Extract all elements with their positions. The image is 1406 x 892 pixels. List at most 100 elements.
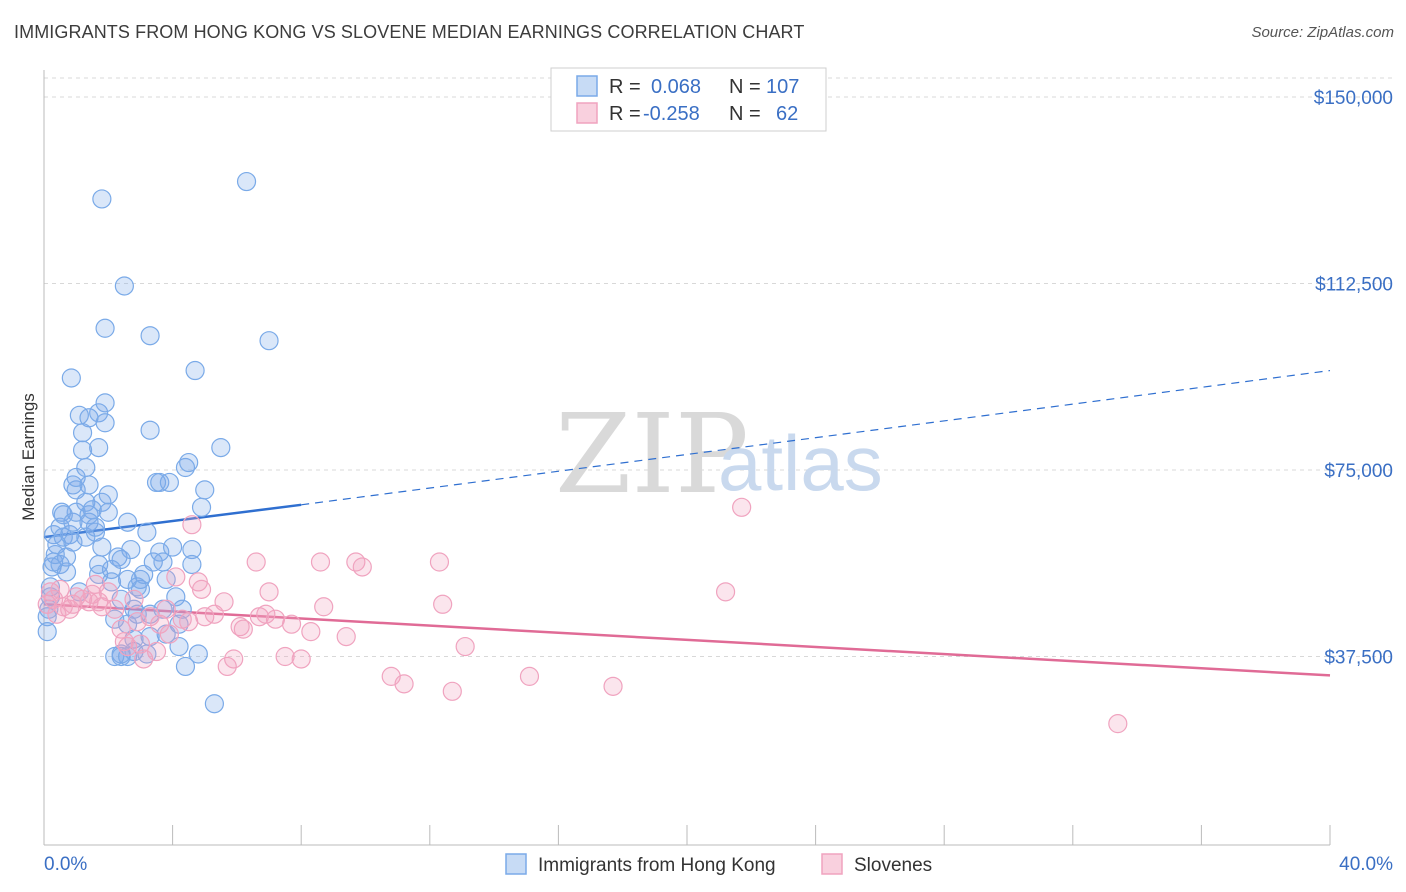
point-slovenes bbox=[146, 641, 167, 662]
point-hong-kong bbox=[195, 480, 215, 500]
point-slovenes bbox=[50, 579, 70, 599]
point-slovenes bbox=[224, 649, 244, 669]
point-hong-kong bbox=[211, 438, 231, 458]
point-hong-kong bbox=[163, 537, 183, 557]
point-hong-kong bbox=[159, 472, 179, 493]
point-slovenes bbox=[159, 624, 179, 644]
point-slovenes bbox=[47, 604, 67, 624]
point-hong-kong bbox=[95, 318, 115, 338]
point-hong-kong bbox=[188, 644, 208, 664]
watermark-zip: ZIP bbox=[555, 390, 749, 518]
series-legend-swatch-slovenes bbox=[821, 853, 843, 875]
point-hong-kong bbox=[63, 532, 83, 552]
point-slovenes bbox=[715, 582, 736, 602]
y-tick-label: $150,000 bbox=[1314, 88, 1393, 109]
source-credit: Source: ZipAtlas.com bbox=[1251, 24, 1394, 41]
legend-swatch-blue bbox=[576, 75, 598, 97]
chart-title: IMMIGRANTS FROM HONG KONG VS SLOVENE MED… bbox=[14, 22, 805, 42]
point-slovenes bbox=[179, 612, 199, 632]
point-hong-kong bbox=[121, 539, 141, 560]
point-hong-kong bbox=[172, 599, 192, 619]
point-slovenes bbox=[182, 515, 202, 535]
point-slovenes bbox=[217, 656, 237, 677]
legend-n-value-2: 62 bbox=[776, 103, 798, 125]
point-slovenes bbox=[259, 582, 279, 602]
point-hong-kong bbox=[37, 622, 57, 642]
legend-r-label-1: R = bbox=[609, 76, 641, 98]
point-slovenes bbox=[352, 557, 372, 577]
point-slovenes bbox=[429, 552, 450, 572]
point-hong-kong bbox=[89, 438, 109, 458]
trend-line-slovenes bbox=[43, 603, 1331, 677]
point-hong-kong bbox=[79, 475, 99, 495]
point-hong-kong bbox=[236, 171, 257, 192]
point-slovenes bbox=[442, 681, 462, 701]
point-hong-kong bbox=[95, 393, 115, 413]
point-hong-kong bbox=[179, 452, 199, 473]
point-hong-kong bbox=[182, 539, 202, 560]
point-hong-kong bbox=[105, 609, 125, 629]
point-hong-kong bbox=[111, 549, 131, 570]
point-slovenes bbox=[98, 582, 118, 602]
watermark-atlas: atlas bbox=[718, 419, 883, 507]
point-hong-kong bbox=[117, 646, 138, 667]
point-slovenes bbox=[275, 646, 295, 667]
point-hong-kong bbox=[79, 512, 99, 532]
point-slovenes bbox=[214, 592, 234, 612]
point-hong-kong bbox=[175, 656, 196, 677]
point-slovenes bbox=[140, 607, 160, 627]
point-hong-kong bbox=[150, 472, 170, 493]
point-hong-kong bbox=[143, 552, 163, 572]
point-hong-kong bbox=[95, 413, 115, 433]
y-tick-label: $75,000 bbox=[1324, 461, 1393, 482]
point-hong-kong bbox=[92, 189, 112, 209]
point-hong-kong bbox=[72, 440, 93, 460]
series-legend-label-hong-kong: Immigrants from Hong Kong bbox=[538, 855, 776, 876]
legend-r-value-2: -0.258 bbox=[643, 103, 700, 125]
x-tick-label-min: 0.0% bbox=[44, 854, 87, 875]
point-hong-kong bbox=[137, 522, 157, 542]
point-hong-kong bbox=[182, 554, 202, 575]
point-hong-kong bbox=[76, 457, 96, 478]
axes bbox=[43, 70, 1331, 846]
trend-line-hong-kong-extension bbox=[301, 369, 1331, 506]
point-slovenes bbox=[346, 552, 366, 572]
point-hong-kong bbox=[85, 517, 106, 537]
point-hong-kong bbox=[92, 492, 112, 512]
point-slovenes bbox=[394, 674, 414, 694]
point-hong-kong bbox=[114, 276, 134, 296]
point-slovenes bbox=[314, 597, 334, 617]
point-slovenes bbox=[291, 649, 311, 669]
legend-r-value-1: 0.068 bbox=[651, 76, 701, 98]
point-hong-kong bbox=[98, 502, 118, 522]
point-hong-kong bbox=[111, 646, 131, 667]
point-slovenes bbox=[230, 617, 250, 637]
point-hong-kong bbox=[140, 326, 160, 346]
point-slovenes bbox=[1108, 714, 1128, 734]
legend-n-label-2: N = bbox=[729, 103, 761, 125]
point-slovenes bbox=[37, 594, 57, 614]
point-slovenes bbox=[130, 634, 151, 654]
series-legend-swatch-hong-kong bbox=[505, 853, 527, 875]
point-slovenes bbox=[310, 552, 331, 572]
point-slovenes bbox=[246, 552, 266, 572]
point-slovenes bbox=[124, 589, 144, 609]
series-legend: Immigrants from Hong Kong Slovenes bbox=[505, 853, 932, 876]
point-hong-kong bbox=[204, 694, 224, 714]
point-slovenes bbox=[336, 627, 356, 647]
point-hong-kong bbox=[140, 420, 160, 440]
y-tick-label: $37,500 bbox=[1324, 648, 1393, 669]
point-hong-kong bbox=[76, 527, 96, 547]
point-slovenes bbox=[166, 567, 186, 587]
point-slovenes bbox=[433, 594, 453, 614]
point-slovenes bbox=[455, 636, 475, 657]
point-hong-kong bbox=[45, 544, 65, 565]
stats-legend: R = 0.068 N = 107 R = -0.258 N = 62 bbox=[550, 67, 827, 132]
watermark: ZIP atlas bbox=[555, 390, 883, 518]
point-hong-kong bbox=[50, 554, 70, 575]
point-hong-kong bbox=[92, 537, 112, 557]
point-slovenes bbox=[265, 609, 286, 629]
point-hong-kong bbox=[130, 579, 151, 599]
point-hong-kong bbox=[61, 368, 81, 388]
